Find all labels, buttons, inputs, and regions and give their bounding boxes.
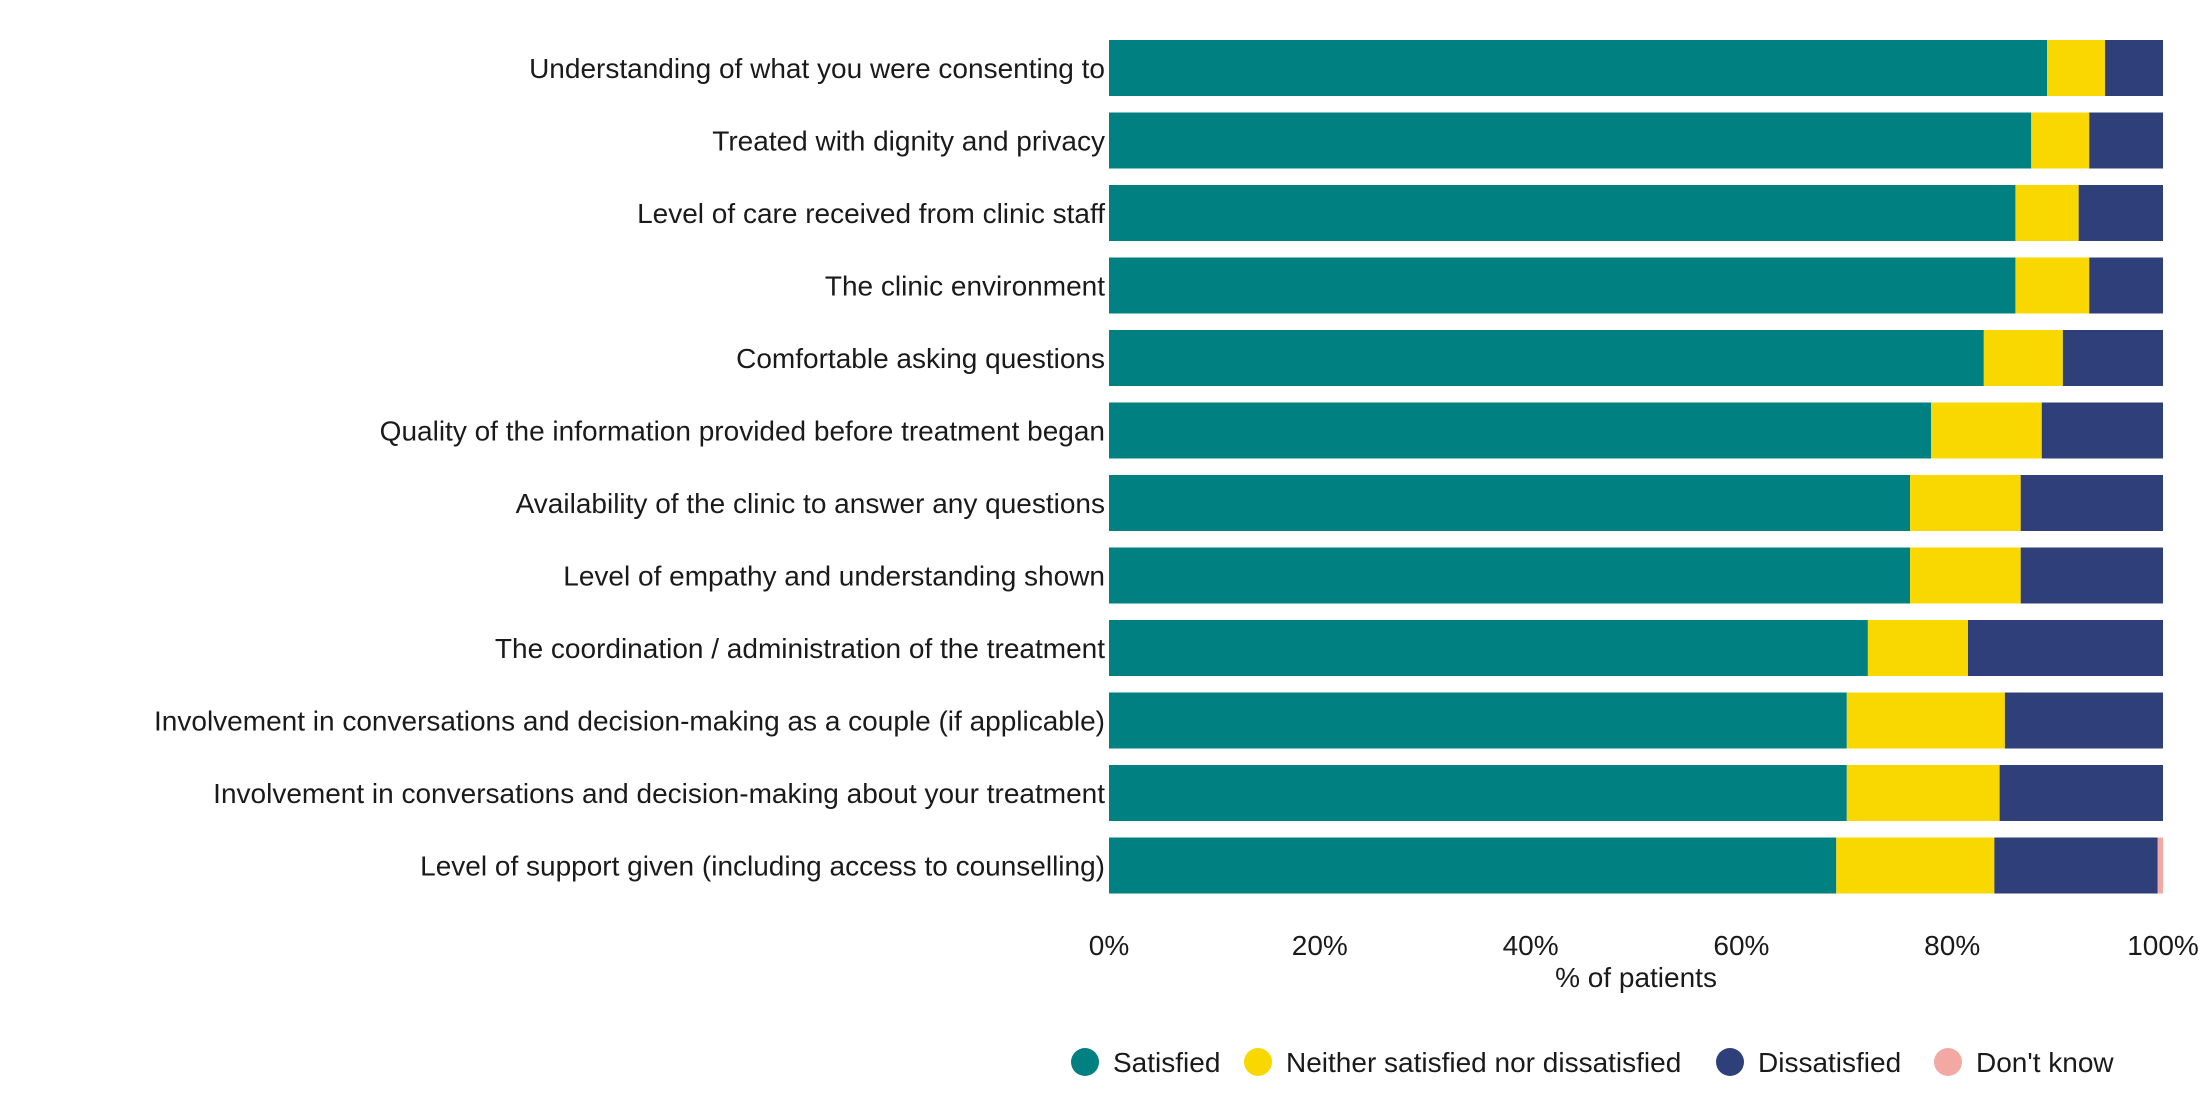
bar-dissatisfied-row-11 [1999,765,2163,821]
bar-neither-satisfied-nor-dissatisfied-row-1 [2047,40,2106,96]
bar-neither-satisfied-nor-dissatisfied-row-12 [1836,837,1995,894]
bar-satisfied-row-5 [1109,330,1984,386]
x-axis-ticks: 0% 20% 40% 60% 80% 100% [1089,930,2199,961]
bar-satisfied-row-9 [1109,620,1868,676]
bar-don-t-know-row-12 [2157,837,2163,894]
bar-satisfied-row-7 [1109,475,1911,531]
bar-neither-satisfied-nor-dissatisfied-row-2 [2031,112,2090,169]
x-tick-label-3: 40% [1503,930,1559,961]
x-axis-title: % of patients [1555,962,1717,993]
category-label-3: Level of care received from clinic staff [637,198,1105,229]
bar-satisfied-row-10 [1109,692,1847,749]
category-label-12: Level of support given (including access… [420,851,1105,882]
legend-label-neither-satisfied-nor-dissatisfied: Neither satisfied nor dissatisfied [1286,1047,1681,1078]
bar-dissatisfied-row-2 [2089,112,2163,169]
legend-swatch-neither-satisfied-nor-dissatisfied [1244,1048,1272,1076]
bar-dissatisfied-row-12 [1994,837,2158,894]
bar-neither-satisfied-nor-dissatisfied-row-7 [1910,475,2021,531]
bar-neither-satisfied-nor-dissatisfied-row-5 [1983,330,2063,386]
bar-neither-satisfied-nor-dissatisfied-row-4 [2015,257,2090,314]
legend-swatch-satisfied [1071,1048,1099,1076]
x-tick-label-1: 0% [1089,930,1129,961]
bar-satisfied-row-4 [1109,257,2016,314]
legend-label-don-t-know: Don't know [1976,1047,2114,1078]
x-tick-label-2: 20% [1292,930,1348,961]
category-label-1: Understanding of what you were consentin… [529,53,1105,84]
legend-label-satisfied: Satisfied [1113,1047,1220,1078]
category-label-8: Level of empathy and understanding shown [563,561,1105,592]
category-label-7: Availability of the clinic to answer any… [516,488,1105,519]
bar-dissatisfied-row-1 [2105,40,2163,96]
bar-dissatisfied-row-10 [2004,692,2163,749]
category-label-9: The coordination / administration of the… [495,633,1105,664]
x-tick-label-4: 60% [1713,930,1769,961]
category-label-5: Comfortable asking questions [736,343,1105,374]
category-label-4: The clinic environment [825,271,1105,302]
category-label-10: Involvement in conversations and decisio… [154,706,1105,737]
bar-dissatisfied-row-5 [2062,330,2163,386]
x-tick-label-6: 100% [2127,930,2199,961]
legend-swatch-don-t-know [1934,1048,1962,1076]
category-label-11: Involvement in conversations and decisio… [213,778,1105,809]
bar-dissatisfied-row-4 [2089,257,2163,314]
category-labels: Understanding of what you were consentin… [154,53,1105,882]
bar-dissatisfied-row-7 [2020,475,2163,531]
bar-neither-satisfied-nor-dissatisfied-row-8 [1910,547,2021,604]
legend: Satisfied Neither satisfied nor dissatisf… [1071,1047,2114,1078]
bar-satisfied-row-1 [1109,40,2048,96]
legend-label-dissatisfied: Dissatisfied [1758,1047,1901,1078]
bar-satisfied-row-2 [1109,112,2032,169]
category-label-6: Quality of the information provided befo… [380,416,1105,447]
bar-neither-satisfied-nor-dissatisfied-row-10 [1846,692,2005,749]
bar-satisfied-row-11 [1109,765,1847,821]
bar-neither-satisfied-nor-dissatisfied-row-9 [1867,620,1969,676]
x-tick-label-5: 80% [1924,930,1980,961]
bar-neither-satisfied-nor-dissatisfied-row-6 [1931,402,2042,459]
bar-satisfied-row-12 [1109,837,1837,894]
bar-dissatisfied-row-6 [2041,402,2163,459]
bar-satisfied-row-6 [1109,402,1932,459]
legend-swatch-dissatisfied [1716,1048,1744,1076]
category-label-2: Treated with dignity and privacy [712,126,1105,157]
bars-group [1109,40,2163,894]
bar-dissatisfied-row-8 [2020,547,2163,604]
bar-neither-satisfied-nor-dissatisfied-row-3 [2015,185,2079,241]
bar-satisfied-row-8 [1109,547,1911,604]
bar-dissatisfied-row-3 [2078,185,2163,241]
bar-dissatisfied-row-9 [1968,620,2163,676]
bar-neither-satisfied-nor-dissatisfied-row-11 [1846,765,2000,821]
bar-satisfied-row-3 [1109,185,2016,241]
